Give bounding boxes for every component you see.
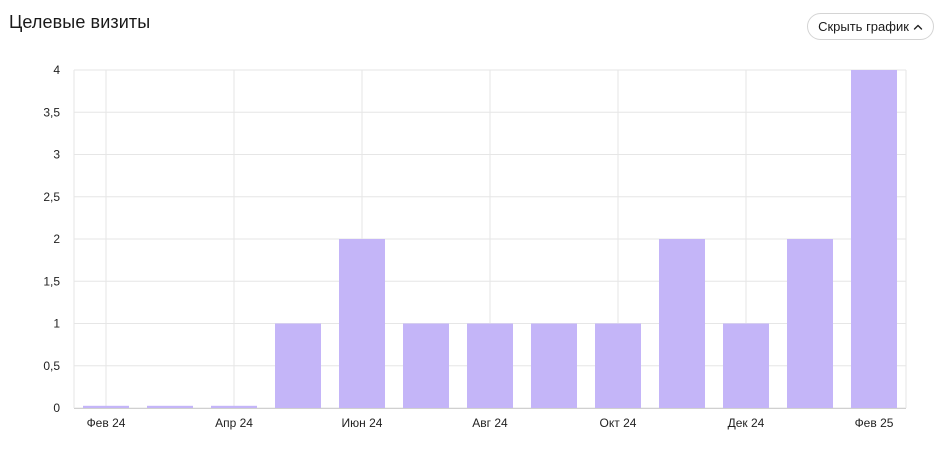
x-tick-label: Фев 25 — [855, 416, 894, 430]
y-tick-label: 1,5 — [43, 274, 60, 288]
bar-4 — [275, 323, 321, 408]
y-tick-label: 3,5 — [43, 105, 60, 119]
bar-6 — [403, 323, 449, 408]
chart-title: Целевые визиты — [9, 12, 151, 32]
bar-5 — [339, 239, 385, 408]
x-tick-label: Дек 24 — [728, 416, 765, 430]
y-tick-label: 0,5 — [43, 359, 60, 373]
bar-2 — [147, 405, 193, 408]
chevron-up-icon — [913, 24, 923, 30]
hide-chart-button[interactable]: Скрыть график — [807, 13, 934, 40]
hide-chart-button-label: Скрыть график — [818, 19, 909, 34]
bar-1 — [83, 405, 129, 408]
y-tick-label: 4 — [53, 63, 60, 77]
bar-12 — [787, 239, 833, 408]
bar-7 — [467, 323, 513, 408]
x-tick-label: Окт 24 — [600, 416, 637, 430]
x-tick-label: Апр 24 — [215, 416, 253, 430]
x-tick-label: Авг 24 — [472, 416, 508, 430]
bar-9 — [595, 323, 641, 408]
x-tick-label: Фев 24 — [87, 416, 126, 430]
y-tick-label: 2 — [53, 232, 60, 246]
y-tick-label: 3 — [53, 148, 60, 162]
bar-11 — [723, 323, 769, 408]
bar-8 — [531, 323, 577, 408]
bar-3 — [211, 405, 257, 408]
y-tick-label: 0 — [53, 401, 60, 415]
bar-13 — [851, 70, 897, 408]
y-tick-label: 1 — [53, 317, 60, 331]
y-tick-label: 2,5 — [43, 190, 60, 204]
bar-10 — [659, 239, 705, 408]
x-tick-label: Июн 24 — [342, 416, 383, 430]
